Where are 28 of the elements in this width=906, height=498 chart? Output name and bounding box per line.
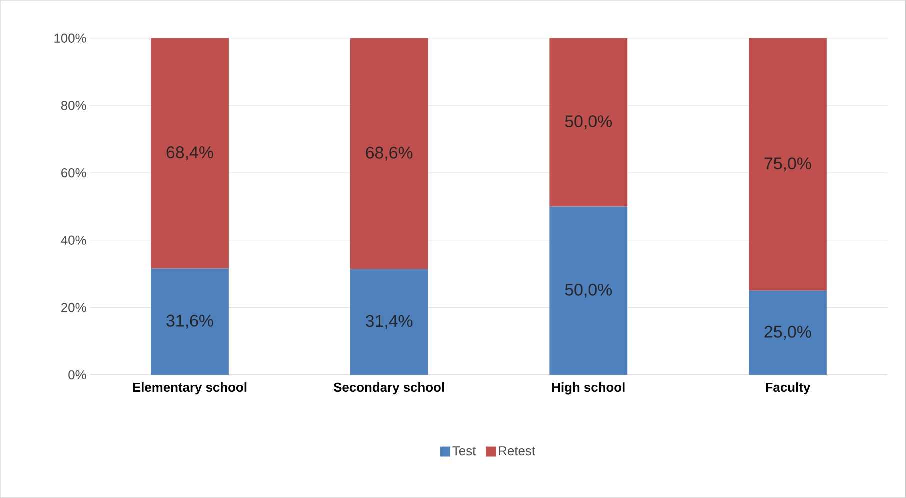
y-tick-label: 80% bbox=[61, 100, 86, 110]
y-tick-label: 40% bbox=[61, 236, 86, 245]
legend-label: Retest bbox=[499, 446, 536, 456]
data-label: 25,0% bbox=[764, 326, 812, 340]
y-tick-label: 20% bbox=[62, 302, 86, 312]
bar bbox=[550, 38, 628, 207]
data-label: 50,0% bbox=[565, 115, 612, 130]
data-label: 31,4% bbox=[366, 315, 413, 330]
x-tick-label: Secondary school bbox=[334, 382, 444, 394]
data-label: 31,6% bbox=[166, 314, 214, 329]
bar bbox=[350, 38, 428, 270]
bar bbox=[748, 290, 827, 375]
bar bbox=[350, 269, 428, 375]
y-tick-label: 60% bbox=[62, 168, 86, 178]
data-label: 68,6% bbox=[366, 146, 413, 161]
x-tick-label: High school bbox=[552, 382, 625, 395]
bar bbox=[151, 268, 229, 375]
y-tick-label: 0% bbox=[68, 370, 86, 380]
bar bbox=[748, 38, 827, 291]
data-label: 50,0% bbox=[565, 284, 612, 298]
y-tick-label: 100% bbox=[54, 34, 86, 43]
data-label: 68,4% bbox=[166, 146, 214, 160]
bar bbox=[151, 38, 229, 268]
x-tick-label: Faculty bbox=[766, 382, 811, 394]
legend-label: Test bbox=[452, 446, 476, 456]
data-label: 75,0% bbox=[764, 157, 812, 172]
bar bbox=[550, 206, 628, 375]
x-tick-label: Elementary school bbox=[133, 382, 247, 394]
